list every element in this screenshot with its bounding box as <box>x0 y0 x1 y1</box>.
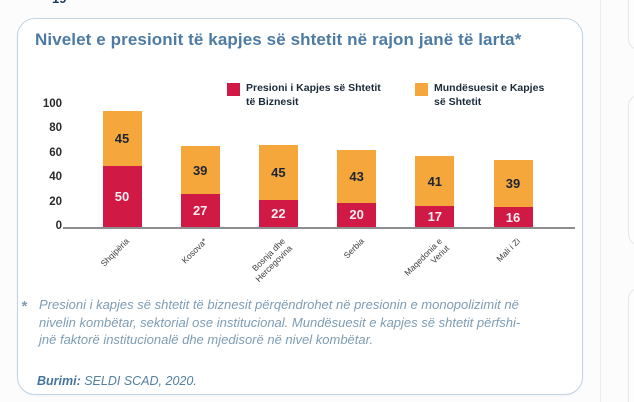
y-axis-tick-label: 100 <box>42 98 62 110</box>
legend-label-pressure: Presioni i Kapjes së Shtetit të Biznesit <box>246 82 381 108</box>
bar-segment-enablers: 39 <box>493 159 533 208</box>
y-axis-tick-label: 20 <box>49 195 62 208</box>
bar-segment-pressure: 16 <box>493 207 533 227</box>
source-label: Burimi: <box>37 374 81 388</box>
adjacent-card-partial <box>628 0 634 50</box>
bar-segment-pressure: 50 <box>102 165 142 227</box>
legend-swatch-pressure-icon <box>227 83 240 96</box>
bar-value-enablers: 41 <box>427 173 443 189</box>
bar-value-enablers: 39 <box>192 162 208 178</box>
bar-value-enablers: 39 <box>505 176 521 192</box>
bar-segment-enablers: 39 <box>180 146 220 195</box>
bar-segment-pressure: 22 <box>258 200 298 227</box>
page-number: 19 <box>52 0 66 6</box>
bar-segment-enablers: 41 <box>415 156 455 207</box>
legend-swatch-enablers-icon <box>415 83 428 96</box>
bar-5: 41 17 <box>415 156 455 227</box>
bar-segment-pressure: 20 <box>337 202 377 227</box>
x-axis-line <box>63 227 575 229</box>
y-axis-tick-label: 80 <box>49 122 62 135</box>
bar-4: 43 20 <box>337 150 377 227</box>
bar-segment-enablers: 45 <box>258 145 298 201</box>
bar-value-pressure: 17 <box>427 209 443 225</box>
bar-segment-pressure: 17 <box>415 206 455 227</box>
source-line: Burimi: SELDI SCAD, 2020. <box>37 374 197 388</box>
bar-segment-pressure: 27 <box>180 194 220 227</box>
legend-label-enablers: Mundësuesit e Kapjes së Shtetit <box>434 82 545 108</box>
bar-value-enablers: 43 <box>349 168 364 184</box>
legend-item-enablers: Mundësuesit e Kapjes së Shtetit <box>415 82 544 109</box>
bar-6: 39 16 <box>493 159 533 227</box>
adjacent-card-partial <box>628 288 634 402</box>
footnote-text: Presioni i kapjes së shtetit të biznesit… <box>39 297 521 347</box>
bar-value-pressure: 27 <box>192 203 208 219</box>
adjacent-card-partial <box>628 95 634 245</box>
bar-3: 45 22 <box>258 145 298 227</box>
footnote-asterisk: * <box>21 298 27 315</box>
chart-title: Nivelet e presionit të kapjes së shtetit… <box>35 30 522 49</box>
bar-segment-enablers: 43 <box>337 150 377 203</box>
bar-value-enablers: 45 <box>271 165 286 181</box>
legend-item-pressure: Presioni i Kapjes së Shtetit të Biznesit <box>227 82 381 109</box>
y-axis-tick-label: 0 <box>55 220 62 232</box>
bar-value-enablers: 45 <box>114 131 130 147</box>
bar-1: 45 50 <box>102 111 142 227</box>
bar-value-pressure: 20 <box>349 207 364 223</box>
y-axis-tick-label: 60 <box>49 146 62 159</box>
column-divider <box>600 0 601 402</box>
bar-value-pressure: 50 <box>114 188 130 204</box>
y-axis-tick-label: 40 <box>49 171 62 184</box>
source-text: SELDI SCAD, 2020. <box>80 374 197 388</box>
bar-segment-enablers: 45 <box>102 111 142 166</box>
bar-2: 39 27 <box>180 146 220 227</box>
bar-value-pressure: 22 <box>271 206 286 222</box>
bar-value-pressure: 16 <box>505 209 521 225</box>
